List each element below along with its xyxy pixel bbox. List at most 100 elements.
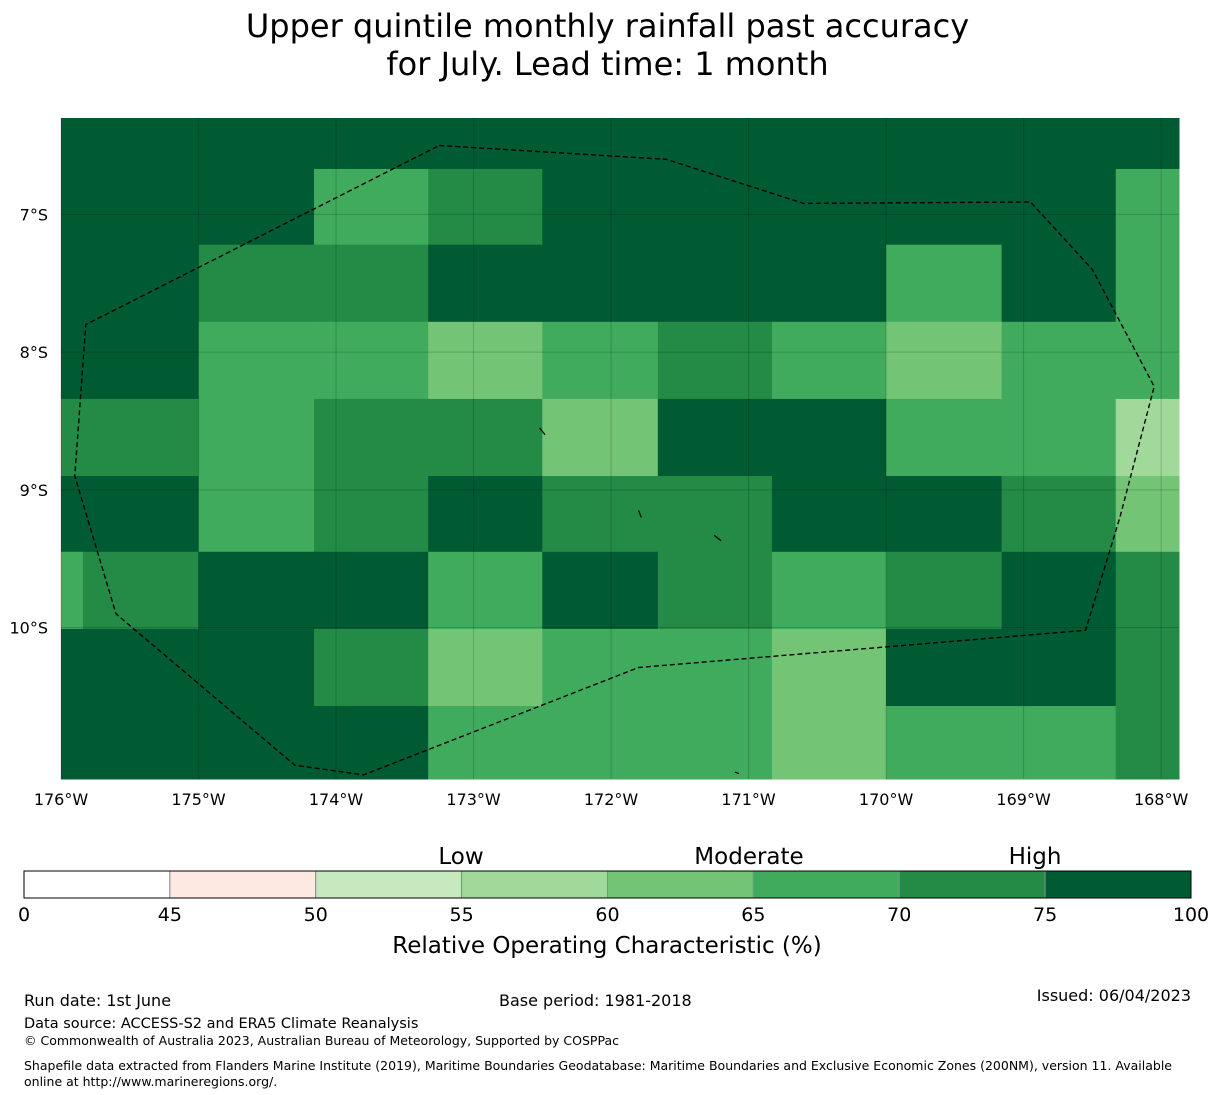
colorbar-category-label: Low [438, 844, 483, 870]
map-cell [886, 118, 1003, 170]
map-cell [886, 168, 1003, 246]
map-cell [428, 551, 543, 630]
map-cell [542, 551, 659, 630]
map-cell [657, 244, 773, 323]
colorbar-tick-label: 0 [18, 904, 30, 926]
island-marker [713, 534, 722, 542]
map-cell [61, 551, 83, 629]
longitude-label: 169°W [996, 790, 1051, 809]
longitude-label: 171°W [721, 790, 776, 809]
map-cell [886, 476, 1003, 553]
colorbar-tick-label: 50 [304, 904, 328, 926]
colorbar-tick-label: 65 [741, 904, 765, 926]
map-cell [1115, 398, 1180, 477]
longitude-label: 173°W [446, 790, 501, 809]
map-cell [1115, 476, 1180, 553]
map-cell [657, 168, 773, 246]
island-marker [539, 427, 546, 436]
longitude-label: 170°W [859, 790, 914, 809]
latitude-labels: 7°S 8°S 9°S 10°S [9, 205, 48, 637]
colorbar-tick-label: 55 [450, 904, 474, 926]
map-cell [198, 628, 315, 707]
map-cell [198, 398, 315, 477]
colorbar-tick-label: 75 [1033, 904, 1057, 926]
map-cell [61, 398, 200, 477]
map-cell [198, 118, 315, 170]
map-cell [771, 476, 887, 553]
map-cell [428, 476, 543, 553]
map-cell [198, 551, 315, 630]
map-cell [61, 476, 83, 552]
map-title-line-1: Upper quintile monthly rainfall past acc… [245, 7, 970, 45]
map-cell [314, 244, 429, 323]
map-cell [1001, 706, 1117, 780]
latitude-label: 9°S [20, 481, 48, 500]
map-cell [1001, 551, 1117, 630]
latitude-label: 8°S [20, 343, 48, 362]
map-cell [1115, 628, 1180, 707]
map-cell [657, 628, 773, 707]
map-cell [886, 551, 1003, 630]
map-cell [1001, 321, 1117, 400]
map-cell [771, 118, 887, 170]
map-cell [314, 168, 429, 246]
map-cell [771, 551, 887, 630]
map-cell [428, 244, 543, 323]
map-cell [657, 321, 773, 400]
colorbar-bin [752, 870, 900, 899]
latitude-label: 10°S [9, 619, 48, 638]
map-cell [61, 398, 83, 477]
map-cell [314, 706, 429, 780]
map-cell [771, 628, 887, 707]
map-cell [428, 118, 543, 170]
map-cell [198, 321, 315, 400]
map-cell [542, 118, 659, 170]
map-cell [61, 244, 200, 323]
map-cell [542, 321, 659, 400]
copyright-notice: © Commonwealth of Australia 2023, Austra… [24, 1033, 619, 1048]
map-cell [542, 476, 659, 553]
map-cell [771, 168, 887, 246]
colorbar-bin [315, 870, 463, 899]
colorbar-category-label: Moderate [694, 844, 803, 870]
map-cell [314, 628, 429, 707]
island-markers [539, 427, 740, 775]
graticule [60, 118, 1179, 779]
map-cell [886, 244, 1003, 323]
map-cell [1001, 476, 1117, 553]
colorbar-bin [898, 870, 1046, 899]
map-cell [61, 551, 200, 630]
map-cell [198, 168, 315, 246]
eez-boundary [74, 144, 1155, 776]
map-cell [61, 321, 200, 400]
map-cell [542, 706, 659, 780]
map-cell [771, 706, 887, 780]
map-cell [542, 168, 659, 246]
map-cell [771, 398, 887, 477]
map-cell [1115, 244, 1180, 323]
colorbar-bin [169, 870, 317, 899]
map-cell [428, 168, 543, 246]
colorbar-bin [23, 870, 171, 899]
map-cell [1001, 118, 1117, 170]
latitude-label: 7°S [20, 205, 48, 224]
map-cell [657, 398, 773, 477]
colorbar-bin [1044, 870, 1192, 899]
base-period: Base period: 1981-2018 [499, 991, 692, 1010]
island-marker [637, 510, 642, 518]
map-cell [198, 476, 315, 553]
map-cell [61, 476, 200, 553]
colorbar-category-labels: Low Moderate High [438, 844, 1061, 870]
map-cell [61, 168, 200, 246]
colorbar-tick-label: 100 [1173, 904, 1209, 926]
map-cell [886, 706, 1003, 780]
colorbar [23, 870, 1192, 899]
longitude-label: 174°W [309, 790, 364, 809]
map-cell [1115, 551, 1180, 630]
longitude-label: 168°W [1134, 790, 1189, 809]
colorbar-tick-label: 60 [595, 904, 619, 926]
map-cell [886, 398, 1003, 477]
map-cell [314, 321, 429, 400]
map-cell [314, 398, 429, 477]
